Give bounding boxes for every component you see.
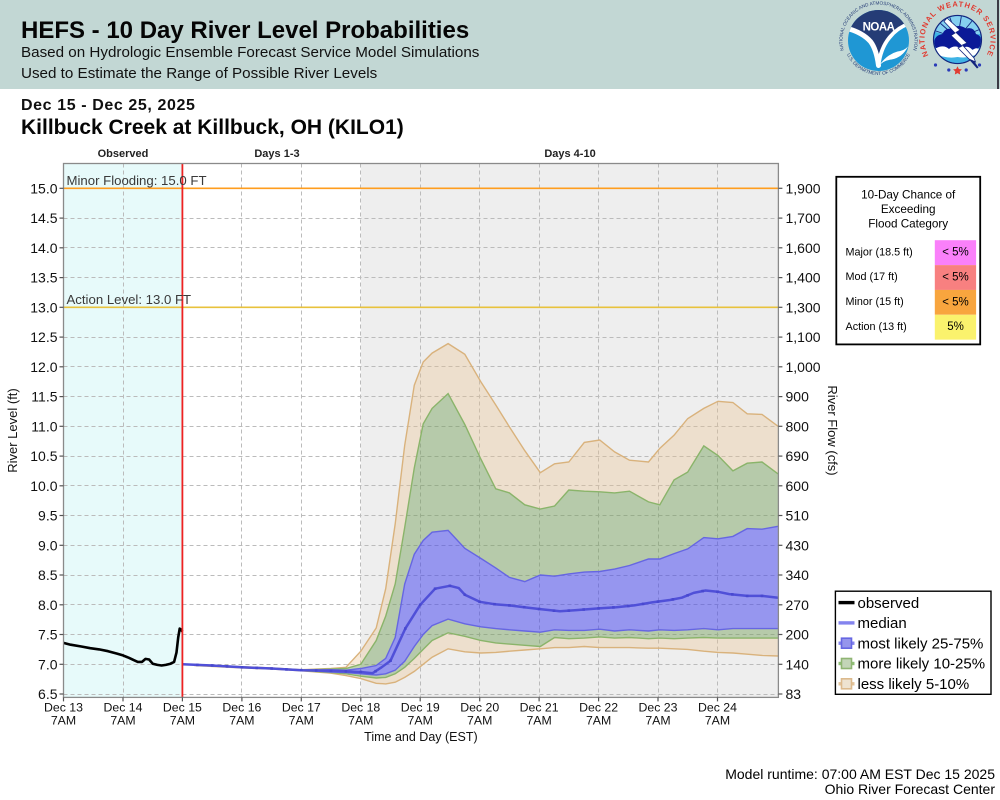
svg-text:7.5: 7.5 — [38, 627, 58, 643]
svg-text:1,300: 1,300 — [786, 299, 821, 315]
svg-text:15.0: 15.0 — [30, 180, 57, 196]
svg-text:Dec 23: Dec 23 — [639, 701, 678, 715]
svg-text:10.0: 10.0 — [30, 478, 57, 494]
svg-text:Dec 17: Dec 17 — [282, 701, 321, 715]
svg-text:Time and Day (EST): Time and Day (EST) — [364, 730, 477, 744]
svg-text:430: 430 — [786, 537, 810, 553]
svg-text:Observed: Observed — [98, 148, 149, 160]
svg-text:8.0: 8.0 — [38, 597, 58, 613]
svg-text:median: median — [858, 615, 907, 632]
svg-text:7AM: 7AM — [586, 714, 611, 728]
svg-text:11.5: 11.5 — [31, 389, 57, 405]
svg-text:13.0: 13.0 — [30, 299, 57, 315]
svg-text:Dec 20: Dec 20 — [460, 701, 499, 715]
svg-text:NOAA: NOAA — [863, 22, 895, 34]
svg-text:7AM: 7AM — [348, 714, 373, 728]
svg-text:7AM: 7AM — [467, 714, 492, 728]
svg-text:800: 800 — [786, 418, 810, 434]
svg-text:Dec 24: Dec 24 — [698, 701, 737, 715]
svg-text:9.0: 9.0 — [38, 537, 58, 553]
svg-text:7AM: 7AM — [110, 714, 135, 728]
svg-text:270: 270 — [786, 597, 810, 613]
svg-text:most likely 25-75%: most likely 25-75% — [858, 635, 984, 652]
svg-text:7AM: 7AM — [645, 714, 670, 728]
svg-text:690: 690 — [786, 448, 810, 464]
svg-text:7.0: 7.0 — [38, 656, 58, 672]
svg-text:14.0: 14.0 — [30, 240, 57, 256]
svg-text:5%: 5% — [947, 321, 964, 333]
svg-text:200: 200 — [786, 627, 810, 643]
svg-text:140: 140 — [786, 656, 810, 672]
svg-text:< 5%: < 5% — [942, 247, 969, 259]
svg-text:Dec 19: Dec 19 — [401, 701, 440, 715]
svg-text:900: 900 — [786, 389, 810, 405]
svg-text:Major (18.5 ft): Major (18.5 ft) — [846, 246, 913, 258]
svg-text:Dec 15: Dec 15 — [163, 701, 202, 715]
svg-text:7AM: 7AM — [705, 714, 730, 728]
svg-text:10.5: 10.5 — [30, 448, 57, 464]
svg-text:Exceeding: Exceeding — [881, 203, 936, 216]
svg-text:83: 83 — [786, 686, 802, 702]
svg-text:Dec 16: Dec 16 — [222, 701, 261, 715]
svg-text:Dec 21: Dec 21 — [520, 701, 559, 715]
svg-text:Dec 13: Dec 13 — [44, 701, 83, 715]
svg-text:River Level (ft): River Level (ft) — [5, 388, 20, 473]
svg-text:13.5: 13.5 — [30, 270, 57, 286]
svg-text:< 5%: < 5% — [942, 296, 969, 308]
svg-text:340: 340 — [786, 567, 810, 583]
svg-text:Mod (17 ft): Mod (17 ft) — [846, 271, 898, 283]
svg-text:Minor Flooding: 15.0 FT: Minor Flooding: 15.0 FT — [67, 173, 207, 188]
svg-text:7AM: 7AM — [289, 714, 314, 728]
svg-text:observed: observed — [858, 595, 920, 612]
svg-text:less likely 5-10%: less likely 5-10% — [858, 676, 970, 693]
svg-text:7AM: 7AM — [51, 714, 76, 728]
svg-text:more likely 10-25%: more likely 10-25% — [858, 656, 986, 673]
svg-text:8.5: 8.5 — [38, 567, 58, 583]
svg-text:510: 510 — [786, 508, 810, 524]
svg-text:1,700: 1,700 — [786, 210, 821, 226]
svg-text:7AM: 7AM — [170, 714, 195, 728]
svg-text:11.0: 11.0 — [31, 418, 57, 434]
svg-text:1,100: 1,100 — [786, 329, 821, 345]
svg-text:1,900: 1,900 — [786, 180, 821, 196]
svg-text:1,600: 1,600 — [786, 240, 821, 256]
svg-text:10-Day Chance of: 10-Day Chance of — [861, 189, 956, 202]
svg-text:1,000: 1,000 — [786, 359, 821, 375]
svg-text:1,400: 1,400 — [786, 270, 821, 286]
svg-text:7AM: 7AM — [408, 714, 433, 728]
svg-text:Flood Category: Flood Category — [868, 218, 948, 231]
svg-text:Minor (15 ft): Minor (15 ft) — [846, 296, 904, 308]
svg-text:6.5: 6.5 — [38, 686, 58, 702]
svg-text:12.0: 12.0 — [30, 359, 57, 375]
svg-text:Action Level: 13.0 FT: Action Level: 13.0 FT — [67, 292, 192, 307]
svg-text:600: 600 — [786, 478, 810, 494]
svg-text:< 5%: < 5% — [942, 271, 969, 283]
svg-text:9.5: 9.5 — [38, 508, 58, 524]
svg-text:Dec 22: Dec 22 — [579, 701, 618, 715]
svg-text:Dec 14: Dec 14 — [104, 701, 143, 715]
svg-text:River Flow (cfs): River Flow (cfs) — [825, 385, 840, 475]
svg-text:12.5: 12.5 — [30, 329, 57, 345]
svg-text:Days 4-10: Days 4-10 — [544, 148, 595, 160]
svg-text:Action (13 ft): Action (13 ft) — [846, 321, 907, 333]
svg-text:Days 1-3: Days 1-3 — [254, 148, 299, 160]
svg-text:7AM: 7AM — [526, 714, 551, 728]
svg-text:14.5: 14.5 — [30, 210, 57, 226]
svg-text:7AM: 7AM — [229, 714, 254, 728]
svg-text:Dec 18: Dec 18 — [341, 701, 380, 715]
